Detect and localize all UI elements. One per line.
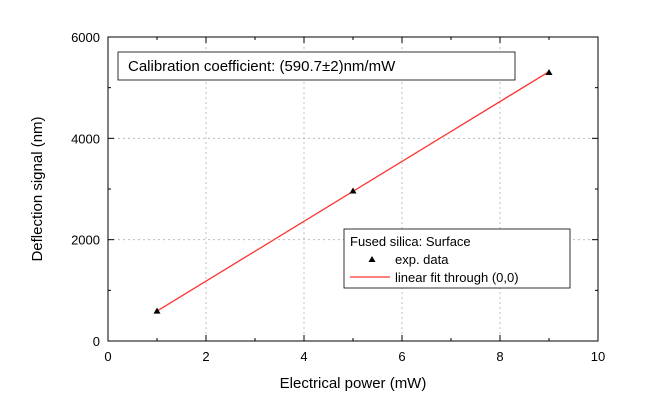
y-tick-label: 2000: [71, 233, 100, 248]
legend: Fused silica: Surface exp. data linear f…: [343, 228, 571, 289]
legend-label-linear-fit: linear fit through (0,0): [395, 270, 519, 285]
x-tick-label: 6: [398, 349, 405, 364]
legend-triangle-marker-icon: [368, 256, 376, 262]
annotation-text: Calibration coefficient: (590.7±2)nm/mW: [128, 58, 396, 75]
x-tick-label: 2: [202, 349, 209, 364]
x-tick-label: 0: [104, 349, 111, 364]
y-axis-label: Deflection signal (nm): [29, 116, 46, 261]
annotation-box: Calibration coefficient: (590.7±2)nm/mW: [117, 51, 516, 81]
axis-ticks: 0 2 4 6 8 10 0 2000 4000 6000: [71, 30, 605, 364]
y-tick-label: 4000: [71, 131, 100, 146]
legend-box: [343, 228, 571, 289]
x-tick-label: 4: [300, 349, 307, 364]
data-point-marker: [545, 68, 553, 75]
data-point-marker: [349, 187, 357, 194]
y-tick-label: 0: [93, 334, 100, 349]
x-tick-label: 10: [591, 349, 605, 364]
y-tick-label: 6000: [71, 30, 100, 45]
x-tick-label: 8: [496, 349, 503, 364]
legend-title: Fused silica: Surface: [350, 234, 471, 249]
plot-data: [153, 68, 553, 314]
legend-label-exp-data: exp. data: [395, 252, 449, 267]
data-point-marker: [153, 307, 161, 314]
x-axis-label: Electrical power (mW): [280, 375, 427, 392]
